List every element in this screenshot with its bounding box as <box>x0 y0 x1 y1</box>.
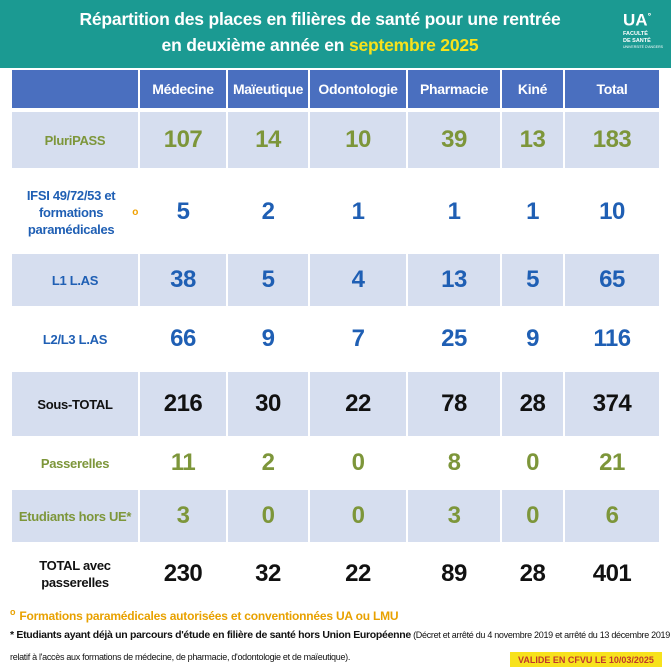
row-label-sous-total: Sous-TOTAL <box>12 372 138 436</box>
cell-passerelles-kine: 0 <box>502 438 563 488</box>
faculty-logo: UA° FACULTÉ DE SANTÉ UNIVERSITÉ D'ANGERS <box>623 6 667 62</box>
title-line-2-prefix: en deuxième année en <box>161 35 349 55</box>
cell-sous-total-total: 374 <box>565 372 659 436</box>
logo-de-sante: DE SANTÉ <box>623 37 651 44</box>
header-corner-cell <box>12 70 138 108</box>
cell-total-avec-passerelles-medecine: 230 <box>140 544 226 604</box>
cell-ifsi-49-72-53-et-formations-paramedicales-kine: 1 <box>502 172 563 252</box>
cell-total-avec-passerelles-kine: 28 <box>502 544 563 604</box>
row-label-text: Passerelles <box>40 455 110 471</box>
cell-l1-l-as-odontologie: 4 <box>310 254 406 306</box>
cell-l2-l3-l-as-total: 116 <box>565 308 659 370</box>
column-header-pharmacie: Pharmacie <box>408 70 500 108</box>
validation-badge: VALIDE EN CFVU LE 10/03/2025 <box>510 652 662 667</box>
cell-sous-total-maieutique: 30 <box>228 372 308 436</box>
cell-total-avec-passerelles-maieutique: 32 <box>228 544 308 604</box>
header-banner: Répartition des places en filières de sa… <box>0 0 671 68</box>
cell-etudiants-hors-ue-maieutique: 0 <box>228 490 308 542</box>
cell-etudiants-hors-ue-pharmacie: 3 <box>408 490 500 542</box>
cell-l1-l-as-maieutique: 5 <box>228 254 308 306</box>
places-table: Médecine Maïeutique Odontologie Pharmacie Ki… <box>12 70 659 604</box>
row-label-passerelles: Passerelles <box>12 438 138 488</box>
row-label-total-avec-passerelles: TOTAL avec passerelles <box>12 544 138 604</box>
row-label-l2-l3-l-as: L2/L3 L.AS <box>12 308 138 370</box>
cell-sous-total-medecine: 216 <box>140 372 226 436</box>
row-label-text: PluriPASS <box>44 132 106 148</box>
cell-l2-l3-l-as-medecine: 66 <box>140 308 226 370</box>
cell-l1-l-as-pharmacie: 13 <box>408 254 500 306</box>
cell-passerelles-maieutique: 2 <box>228 438 308 488</box>
cell-etudiants-hors-ue-odontologie: 0 <box>310 490 406 542</box>
cell-pluripass-odontologie: 10 <box>310 112 406 168</box>
cell-ifsi-49-72-53-et-formations-paramedicales-odontologie: 1 <box>310 172 406 252</box>
logo-ua: UA° <box>623 10 652 30</box>
row-label-text: L2/L3 L.AS <box>42 331 108 347</box>
cell-total-avec-passerelles-total: 401 <box>565 544 659 604</box>
row-label-text: TOTAL avec passerelles <box>39 558 111 590</box>
footnote-hors-ue: * Etudiants ayant déjà un parcours d'étu… <box>10 628 670 642</box>
cell-ifsi-49-72-53-et-formations-paramedicales-medecine: 5 <box>140 172 226 252</box>
cell-l1-l-as-medecine: 38 <box>140 254 226 306</box>
cell-ifsi-49-72-53-et-formations-paramedicales-maieutique: 2 <box>228 172 308 252</box>
title-line-1: Répartition des places en filières de sa… <box>79 9 561 29</box>
column-header-maieutique: Maïeutique <box>228 70 308 108</box>
cell-sous-total-pharmacie: 78 <box>408 372 500 436</box>
row-label-text: IFSI 49/72/53 et formations paramédicale… <box>26 187 116 237</box>
cell-ifsi-49-72-53-et-formations-paramedicales-total: 10 <box>565 172 659 252</box>
cell-pluripass-maieutique: 14 <box>228 112 308 168</box>
row-label-text: L1 L.AS <box>51 272 99 288</box>
cell-l2-l3-l-as-odontologie: 7 <box>310 308 406 370</box>
cell-l2-l3-l-as-pharmacie: 25 <box>408 308 500 370</box>
footnote-hors-ue-continued: relatif à l'accès aux formations de méde… <box>10 652 351 662</box>
title-highlight-date: septembre 2025 <box>348 35 479 55</box>
cell-ifsi-49-72-53-et-formations-paramedicales-pharmacie: 1 <box>408 172 500 252</box>
cell-passerelles-odontologie: 0 <box>310 438 406 488</box>
cell-passerelles-pharmacie: 8 <box>408 438 500 488</box>
footnote-hors-ue-decree: (Décret et arrêté du 4 novembre 2019 et … <box>410 630 670 640</box>
column-header-total: Total <box>565 70 659 108</box>
row-label-ifsi-49-72-53-et-formations-paramedicales: IFSI 49/72/53 et formations paramédicale… <box>12 172 138 252</box>
cell-passerelles-total: 21 <box>565 438 659 488</box>
cell-pluripass-medecine: 107 <box>140 112 226 168</box>
footnote-mark: o <box>132 206 138 218</box>
cell-l2-l3-l-as-maieutique: 9 <box>228 308 308 370</box>
cell-sous-total-kine: 28 <box>502 372 563 436</box>
row-label-text: Sous-TOTAL <box>37 396 113 412</box>
cell-l2-l3-l-as-kine: 9 <box>502 308 563 370</box>
cell-passerelles-medecine: 11 <box>140 438 226 488</box>
row-label-text: Etudiants hors UE* <box>18 508 132 524</box>
footnote-paramedical-text: Formations paramédicales autorisées et c… <box>19 609 399 623</box>
row-label-etudiants-hors-ue: Etudiants hors UE* <box>12 490 138 542</box>
cell-etudiants-hors-ue-total: 6 <box>565 490 659 542</box>
cell-pluripass-total: 183 <box>565 112 659 168</box>
cell-l1-l-as-total: 65 <box>565 254 659 306</box>
row-label-l1-l-as: L1 L.AS <box>12 254 138 306</box>
cell-total-avec-passerelles-odontologie: 22 <box>310 544 406 604</box>
cell-l1-l-as-kine: 5 <box>502 254 563 306</box>
title-line-2: en deuxième année en septembre 2025 <box>0 32 640 58</box>
cell-etudiants-hors-ue-medecine: 3 <box>140 490 226 542</box>
column-header-odontologie: Odontologie <box>310 70 406 108</box>
row-label-pluripass: PluriPASS <box>12 112 138 168</box>
cell-etudiants-hors-ue-kine: 0 <box>502 490 563 542</box>
footnote-mark: o <box>10 607 16 617</box>
footnote-paramedical: o Formations paramédicales autorisées et … <box>10 607 399 623</box>
column-header-medecine: Médecine <box>140 70 226 108</box>
logo-faculte: FACULTÉ <box>623 30 648 37</box>
footnote-hors-ue-bold: * Etudiants ayant déjà un parcours d'étu… <box>10 629 411 641</box>
cell-total-avec-passerelles-pharmacie: 89 <box>408 544 500 604</box>
cell-pluripass-kine: 13 <box>502 112 563 168</box>
cell-sous-total-odontologie: 22 <box>310 372 406 436</box>
logo-universite: UNIVERSITÉ D'ANGERS <box>623 44 663 49</box>
page-title: Répartition des places en filières de sa… <box>0 6 640 58</box>
cell-pluripass-pharmacie: 39 <box>408 112 500 168</box>
column-header-kine: Kiné <box>502 70 563 108</box>
